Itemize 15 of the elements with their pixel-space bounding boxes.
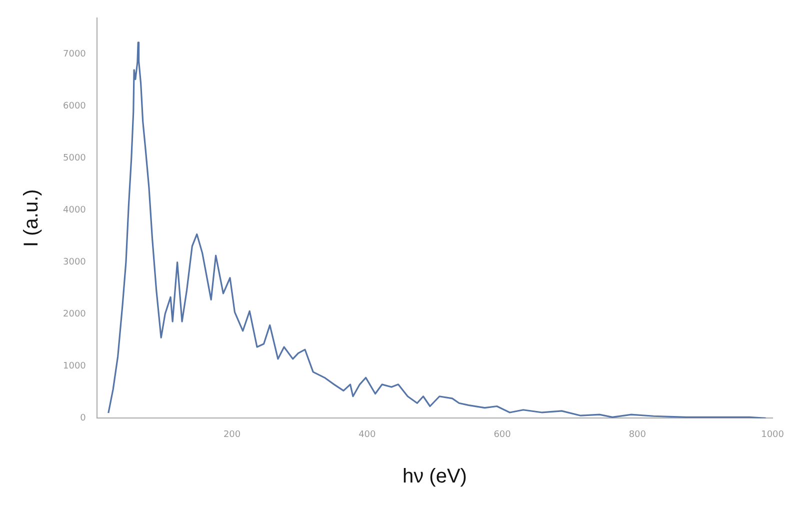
x-axis-title: hν (eV) (402, 466, 467, 488)
y-axis-title: I (a.u.) (20, 189, 43, 247)
y-tick-label: 5000 (63, 154, 86, 164)
y-tick-label: 3000 (63, 258, 86, 268)
y-tick-label: 0 (80, 414, 86, 424)
y-tick-label: 6000 (63, 102, 86, 112)
x-tick-label: 400 (358, 430, 376, 440)
y-tick-label: 7000 (63, 50, 86, 60)
y-tick-label: 1000 (63, 362, 86, 372)
x-tick-label: 800 (628, 430, 646, 440)
x-tick-label: 1000 (761, 430, 784, 440)
y-tick-label: 2000 (63, 310, 86, 320)
y-tick-label: 4000 (63, 206, 86, 216)
x-tick-label: 600 (494, 430, 512, 440)
x-tick-label: 200 (223, 430, 241, 440)
